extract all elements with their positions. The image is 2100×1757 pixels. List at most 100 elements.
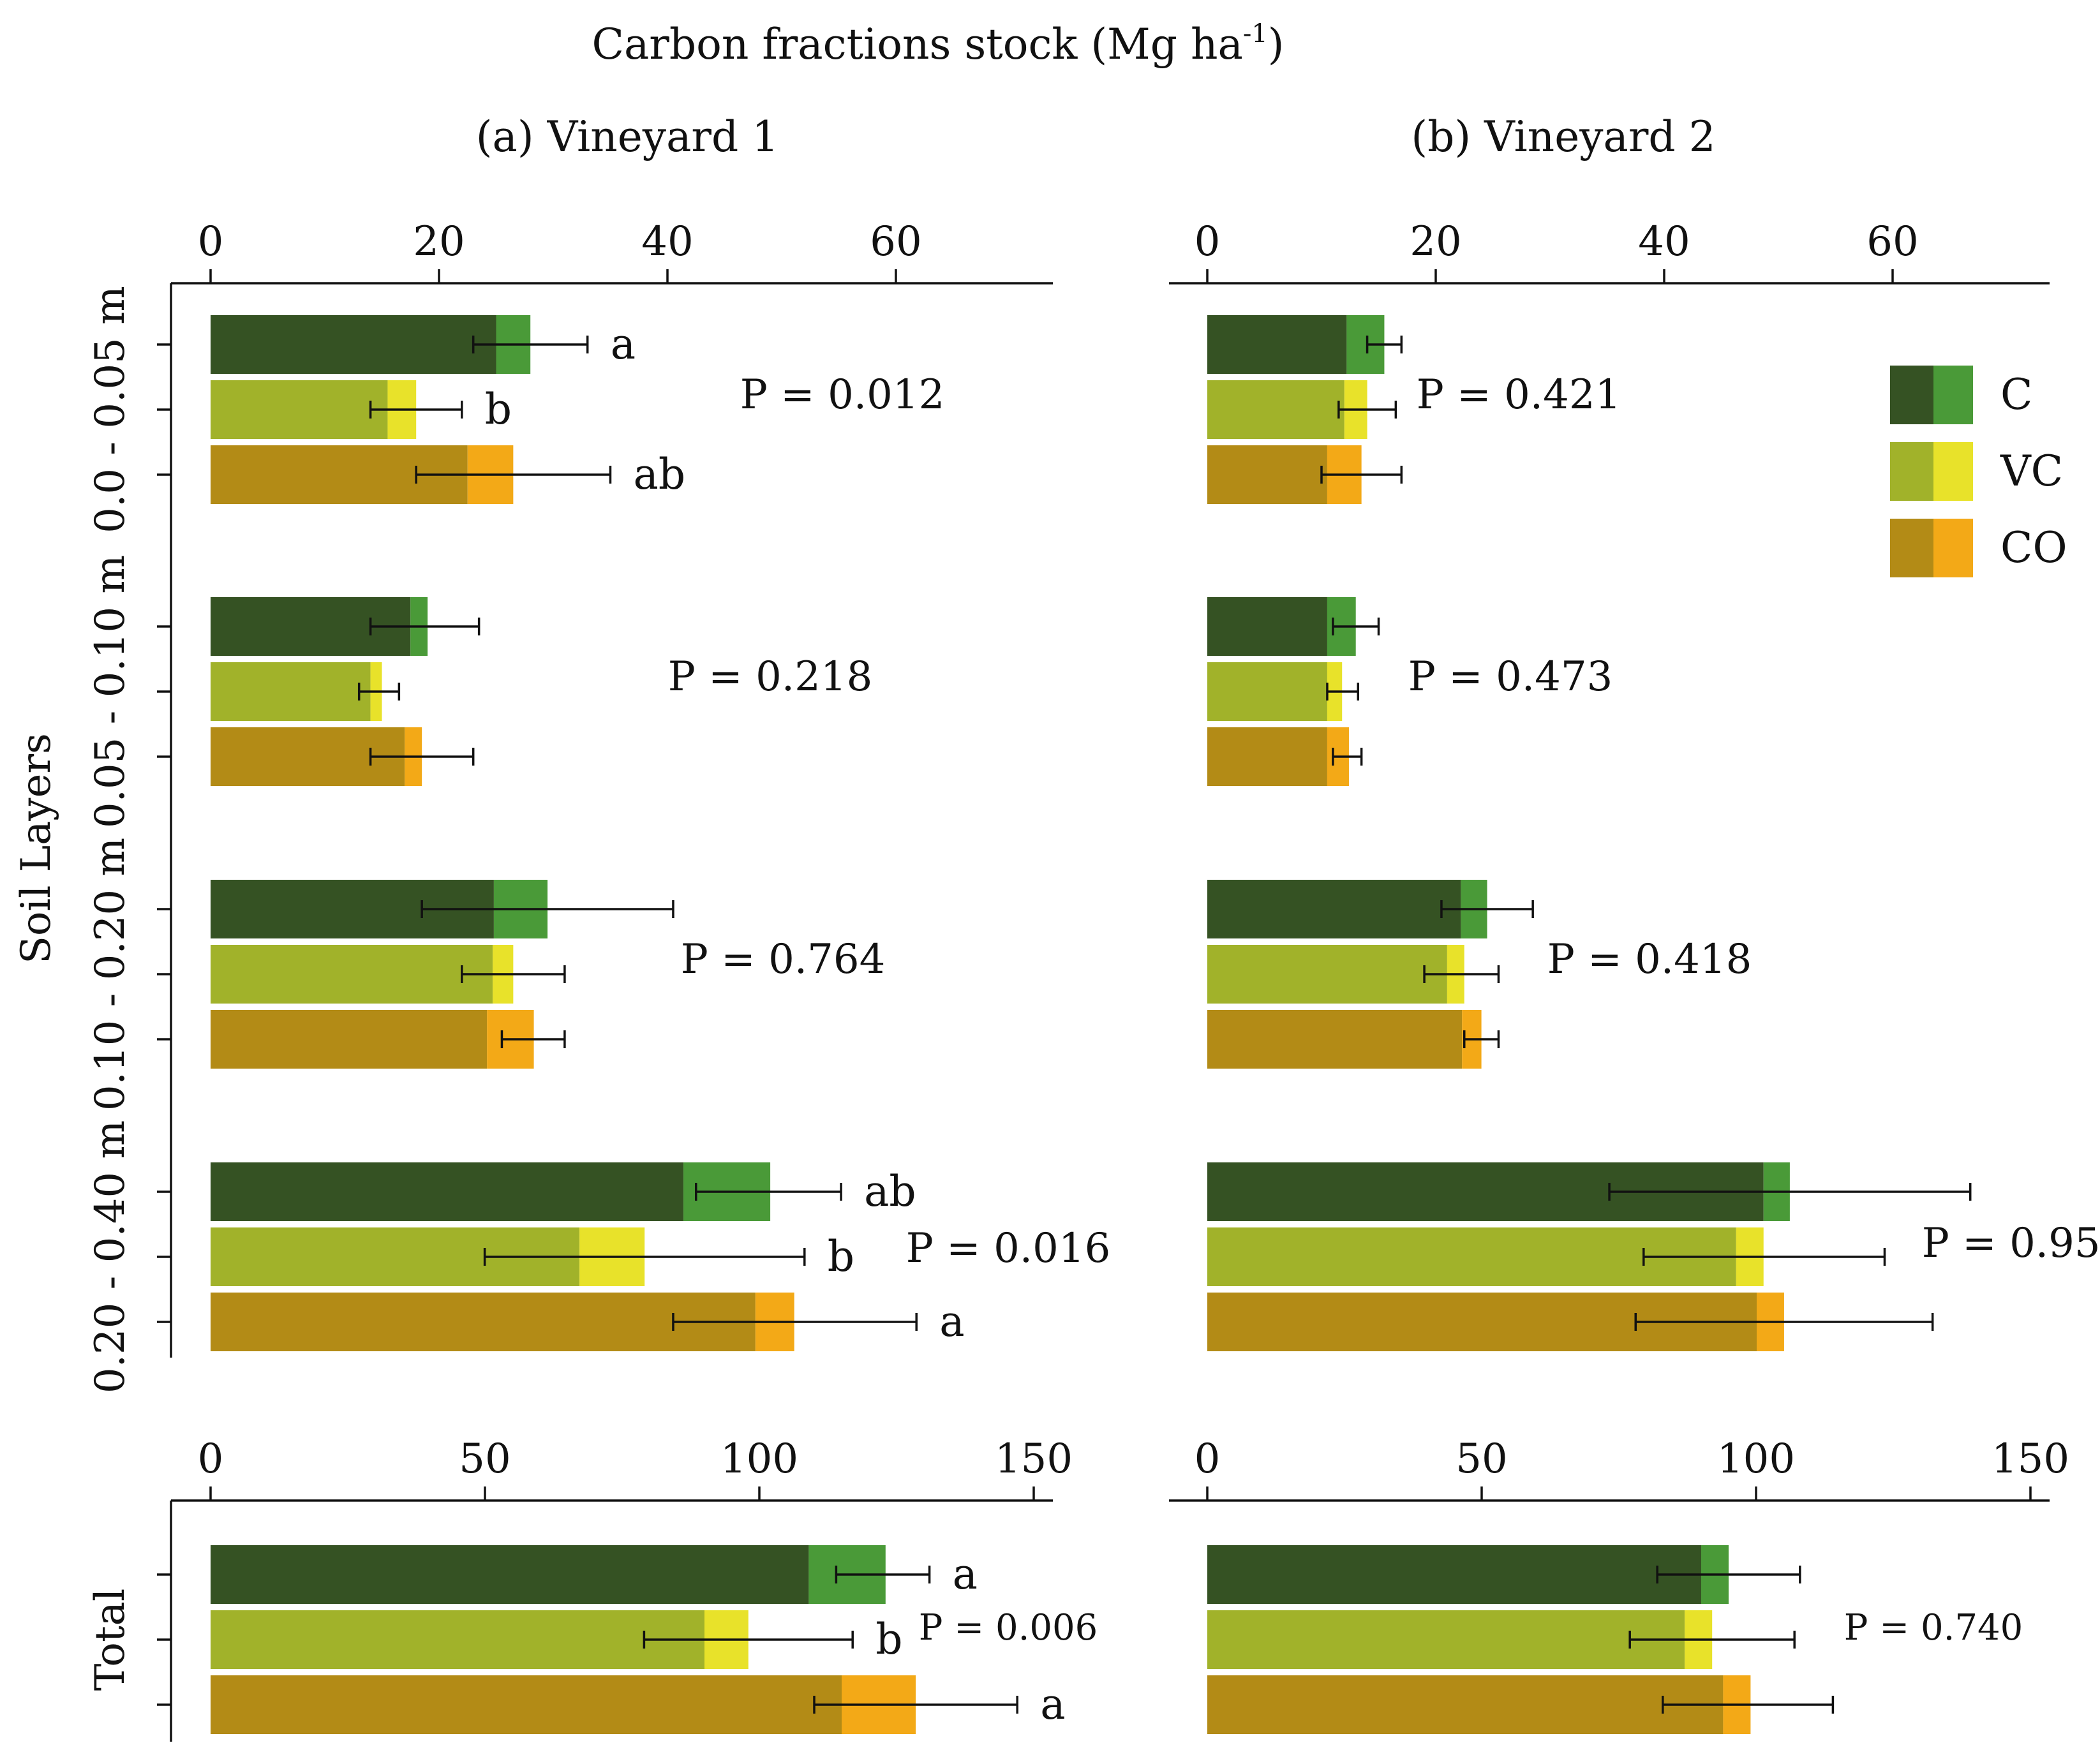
legend-swatch-increment: [1933, 366, 1973, 424]
y-axis-group-label: 0.05 - 0.10 m: [87, 555, 134, 828]
error-bar: [1463, 1030, 1500, 1048]
svg-text:Carbon fractions stock (Mg ha-: Carbon fractions stock (Mg ha-1): [592, 19, 1284, 69]
vineyard-2-layer-x-axis: 0 20 40 60: [1169, 218, 2050, 285]
vineyard-1-group: a b a P = 0.006: [211, 1545, 1098, 1734]
error-bar: [1608, 1183, 1972, 1201]
vineyard-2-p-value: P = 0.740: [1844, 1607, 2023, 1649]
error-bar: [1656, 1566, 1801, 1583]
vineyard-1-group: P = 0.218: [211, 597, 872, 786]
error-bar: [1662, 1696, 1835, 1714]
vineyard-2-group: P = 0.421: [1207, 315, 1621, 504]
figure-title-close: ): [1268, 20, 1285, 69]
figure-title-main: Carbon fractions stock (Mg ha: [592, 20, 1242, 69]
vineyard-2-p-value: P = 0.958: [1922, 1220, 2100, 1267]
error-bar: [357, 683, 401, 701]
legend-label: CO: [2000, 523, 2067, 572]
bar-VC-base: [1207, 1610, 1685, 1669]
error-bar: [1337, 401, 1397, 419]
legend-label: VC: [2000, 447, 2063, 496]
error-bar: [421, 900, 674, 918]
vineyard-1-total-tick-label: 50: [459, 1435, 510, 1483]
vineyard-2-p-value: P = 0.421: [1417, 371, 1621, 419]
vineyard-2-group: P = 0.740: [1207, 1545, 2023, 1734]
error-bar: [1326, 683, 1360, 701]
vineyard-2-layer-tick-label: 20: [1410, 218, 1461, 265]
y-axis: 0.0 - 0.05 m 0.05 - 0.10 m 0.10 - 0.20 m 0.…: [87, 283, 172, 1742]
error-bar: [1642, 1248, 1886, 1266]
vineyard-1-panel: (a) Vineyard 1 0 20 40 60 0 50 100 150 0.0 - 0.05…: [87, 112, 1110, 1742]
vineyard-1-p-value: P = 0.218: [668, 653, 873, 701]
vineyard-2-layer-tick-label: 0: [1195, 218, 1221, 265]
bar-C-base: [1207, 315, 1347, 374]
error-bar: [1628, 1631, 1796, 1649]
vineyard-1-group: abb a P = 0.016: [211, 1162, 1110, 1351]
bar-VC-base: [1207, 662, 1327, 721]
vineyard-1-p-value: P = 0.012: [740, 371, 945, 419]
bar-VC-base: [211, 380, 388, 439]
legend-label: C: [2000, 370, 2033, 419]
error-bar: [461, 965, 566, 983]
vineyard-2-p-value: P = 0.473: [1408, 653, 1613, 701]
bar-VC-base: [1207, 945, 1447, 1004]
error-bar: [1332, 618, 1380, 635]
legend-swatch-base: [1890, 366, 1933, 424]
vineyard-1-total-tick-label: 100: [720, 1435, 798, 1483]
bar-VC-base: [1207, 380, 1344, 439]
vineyard-1-layer-x-axis: 0 20 40 60: [171, 218, 1053, 285]
vineyard-1-p-value: P = 0.764: [681, 936, 886, 983]
vineyard-2-panel: (b) Vineyard 2 0 20 40 60 0 50 100 150 P = 0.421 P…: [1169, 112, 2100, 1734]
y-axis-group-label: 0.10 - 0.20 m: [87, 838, 134, 1111]
vineyard-1-total-tick-label: 0: [198, 1435, 224, 1483]
bar-CO-base: [1207, 1675, 1724, 1734]
vineyard-2-total-tick-label: 100: [1717, 1435, 1795, 1483]
significance-letter: b: [875, 1615, 902, 1664]
error-bar: [369, 618, 480, 635]
significance-letter: a: [611, 320, 636, 369]
error-bar: [1366, 336, 1403, 353]
significance-letter: ab: [634, 450, 686, 499]
vineyard-2-total-x-axis: 0 50 100 150: [1169, 1435, 2069, 1502]
error-bar: [1634, 1313, 1934, 1331]
y-axis-group-label: 0.20 - 0.40 m: [87, 1120, 134, 1393]
error-bar: [1332, 748, 1363, 766]
bar-CO-base: [211, 1293, 756, 1351]
error-bar: [369, 401, 463, 419]
significance-letter: b: [485, 385, 512, 434]
bar-CO-base: [211, 1675, 842, 1734]
bar-VC-base: [211, 662, 371, 721]
bar-C-base: [1207, 880, 1461, 938]
legend: C VC CO: [1890, 366, 2067, 577]
bar-C-base: [1207, 1545, 1701, 1604]
figure-title-superscript: -1: [1243, 19, 1268, 48]
vineyard-1-layer-tick-label: 20: [413, 218, 465, 265]
vineyard-1-group: P = 0.764: [211, 880, 885, 1069]
vineyard-1-p-value: P = 0.006: [919, 1607, 1098, 1649]
vineyard-1-total-x-axis: 0 50 100 150: [171, 1435, 1073, 1502]
vineyard-2-total-tick-label: 50: [1456, 1435, 1507, 1483]
figure-title: Carbon fractions stock (Mg ha-1): [592, 19, 1284, 69]
vineyard-2-layer-tick-label: 60: [1866, 218, 1918, 265]
error-bar: [1440, 900, 1534, 918]
error-bar: [835, 1566, 931, 1583]
vineyard-1-p-value: P = 0.016: [906, 1225, 1111, 1272]
bar-VC-base: [211, 945, 493, 1004]
error-bar: [415, 466, 612, 484]
error-bar: [483, 1248, 806, 1266]
vineyard-2-title: (b) Vineyard 2: [1411, 112, 1715, 161]
bar-CO-base: [1207, 1010, 1463, 1069]
bar-VC-base: [211, 1610, 704, 1669]
error-bar: [472, 336, 589, 353]
bar-CO-base: [1207, 727, 1327, 786]
error-bar: [813, 1696, 1018, 1714]
legend-swatch-base: [1890, 519, 1933, 577]
error-bar: [500, 1030, 566, 1048]
legend-swatch-increment: [1933, 519, 1973, 577]
significance-letter: a: [939, 1297, 964, 1346]
error-bar: [643, 1631, 854, 1649]
bar-CO-base: [1207, 445, 1327, 504]
legend-item-C: C: [1890, 366, 2033, 424]
y-axis-title: Soil Layers: [13, 733, 60, 964]
significance-letter: ab: [864, 1167, 916, 1216]
legend-swatch-increment: [1933, 442, 1973, 501]
